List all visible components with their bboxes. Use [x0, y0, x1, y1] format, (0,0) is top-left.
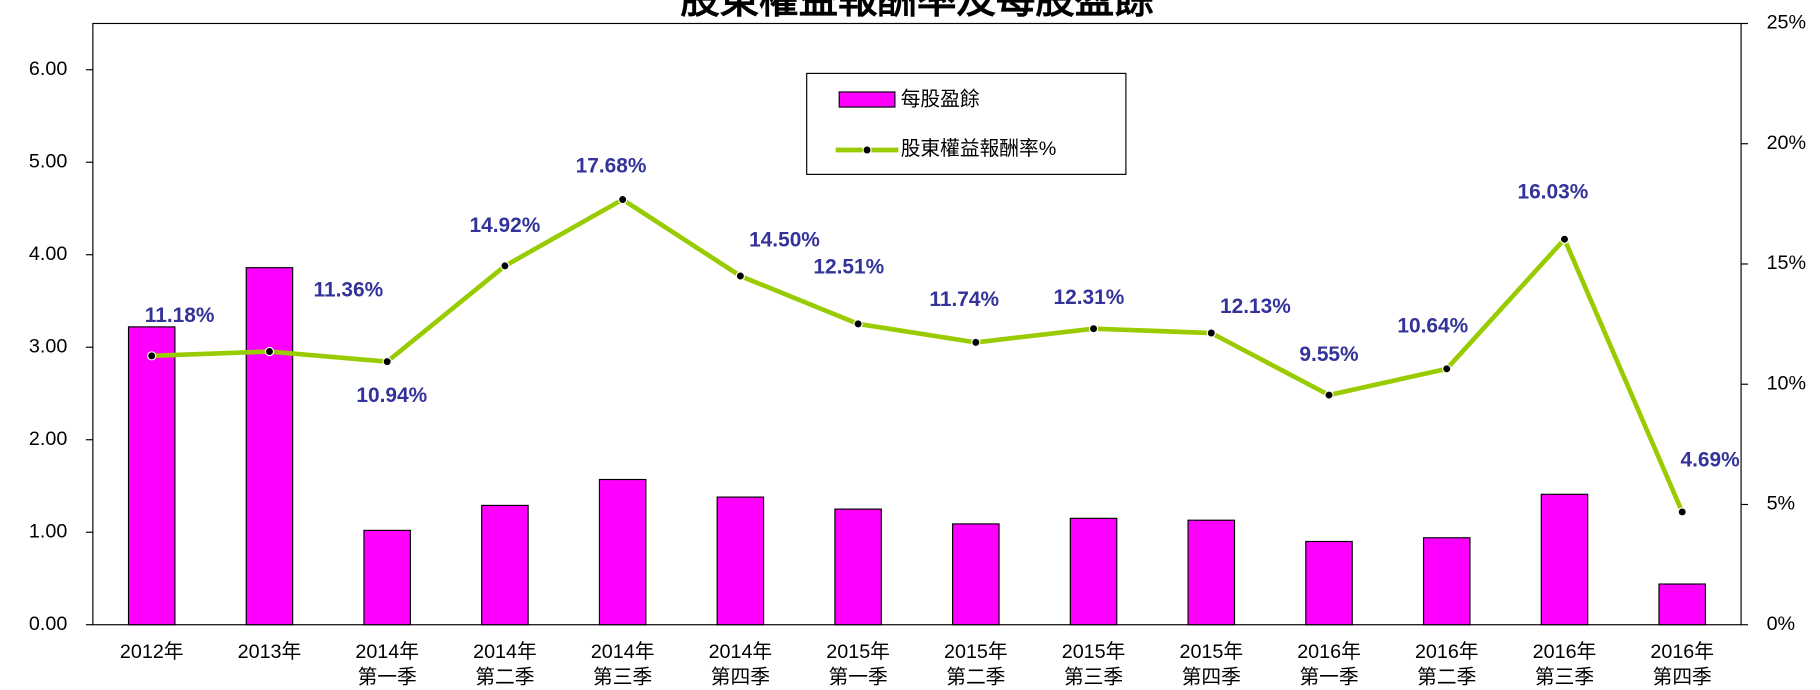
- y2-tick-label: 5%: [1767, 493, 1796, 515]
- data-label: 11.74%: [929, 288, 999, 311]
- x-tick-label: 2016年: [1415, 641, 1479, 663]
- x-tick-label: 第一季: [829, 666, 888, 688]
- bar: [1187, 519, 1236, 626]
- legend-label: 股東權益報酬率%: [901, 138, 1057, 160]
- bar: [834, 508, 882, 626]
- line-point: [1559, 234, 1570, 244]
- line-point: [147, 351, 157, 361]
- y2-tick-label: 10%: [1767, 372, 1806, 394]
- y2-tick-label: 25%: [1767, 12, 1806, 34]
- bar: [1069, 517, 1118, 626]
- y-tick-label: 2.00: [29, 428, 67, 450]
- x-tick-label: 2014年: [709, 641, 773, 663]
- line-point: [1677, 507, 1687, 517]
- bar: [952, 523, 1000, 626]
- bar: [127, 326, 176, 626]
- x-tick-label: 第三季: [1064, 666, 1123, 688]
- line-point: [500, 261, 510, 271]
- x-tick-label: 第二季: [475, 666, 534, 688]
- line-point: [1206, 328, 1216, 338]
- y2-tick-label: 15%: [1767, 252, 1806, 274]
- legend-point: [862, 145, 872, 155]
- bar: [1305, 540, 1353, 626]
- data-label: 11.36%: [314, 279, 384, 302]
- x-tick-label: 第四季: [1182, 666, 1241, 688]
- y-tick-label: 0.00: [29, 613, 67, 635]
- line: [151, 196, 1685, 513]
- data-label: 12.51%: [813, 256, 884, 279]
- data-label: 12.31%: [1054, 286, 1125, 309]
- bar: [1658, 583, 1707, 626]
- y-tick-label: 3.00: [29, 335, 67, 357]
- x-tick-label: 2014年: [591, 641, 655, 663]
- line-point: [1442, 364, 1452, 374]
- x-tick-label: 第三季: [1535, 666, 1594, 688]
- line-point: [853, 319, 863, 329]
- x-tick-label: 2016年: [1533, 641, 1597, 663]
- bar: [245, 267, 294, 626]
- y-tick-label: 4.00: [29, 243, 67, 265]
- data-label: 16.03%: [1517, 180, 1588, 203]
- x-tick-label: 2015年: [1179, 641, 1243, 663]
- x-tick-label: 2015年: [944, 641, 1008, 663]
- data-label: 11.18%: [145, 304, 215, 327]
- line-point: [735, 271, 746, 281]
- data-label: 10.64%: [1397, 315, 1468, 338]
- y-tick-label: 6.00: [29, 58, 67, 80]
- x-tick-label: 第一季: [358, 666, 417, 688]
- line-point: [971, 337, 981, 348]
- x-tick-label: 第二季: [946, 666, 1005, 688]
- bar: [481, 504, 529, 626]
- line-point: [264, 346, 275, 357]
- x-tick-label: 2013年: [238, 641, 302, 663]
- y-tick-label: 1.00: [29, 520, 67, 542]
- x-tick-label: 第二季: [1417, 666, 1476, 688]
- legend-swatch: [838, 91, 896, 108]
- x-tick-label: 2015年: [826, 641, 890, 663]
- line-point: [382, 356, 392, 367]
- data-label: 4.69%: [1680, 448, 1740, 471]
- y2-tick-label: 0%: [1767, 613, 1796, 635]
- line-point: [617, 194, 628, 205]
- x-tick-label: 第四季: [711, 666, 770, 688]
- x-tick-label: 2015年: [1062, 641, 1126, 663]
- data-label: 12.13%: [1220, 295, 1291, 318]
- y2-tick-label: 20%: [1767, 132, 1806, 154]
- x-tick-label: 第三季: [593, 666, 652, 688]
- data-label: 14.50%: [749, 229, 820, 252]
- chart-title: 股東權益報酬率及每股盈餘: [680, 0, 1154, 22]
- x-tick-label: 第一季: [1299, 666, 1358, 688]
- x-tick-label: 2016年: [1650, 641, 1714, 663]
- line-point: [1088, 324, 1099, 334]
- plot-frame: [92, 22, 1742, 626]
- bar: [598, 478, 647, 626]
- legend-box: [806, 72, 1127, 175]
- y-tick-label: 5.00: [29, 150, 67, 172]
- bar: [716, 496, 765, 626]
- x-tick-label: 2014年: [355, 641, 419, 663]
- x-tick-label: 2016年: [1297, 641, 1361, 663]
- bar: [1422, 537, 1471, 626]
- bar: [1540, 493, 1589, 626]
- data-label: 10.94%: [356, 384, 427, 407]
- legend-label: 每股盈餘: [901, 88, 980, 110]
- x-tick-label: 2012年: [120, 641, 184, 663]
- bar: [363, 529, 411, 626]
- x-tick-label: 2014年: [473, 641, 537, 663]
- line-point: [1324, 390, 1334, 400]
- x-tick-label: 第四季: [1653, 666, 1712, 688]
- data-label: 9.55%: [1299, 343, 1359, 366]
- data-label: 17.68%: [576, 155, 647, 178]
- data-label: 14.92%: [470, 214, 541, 237]
